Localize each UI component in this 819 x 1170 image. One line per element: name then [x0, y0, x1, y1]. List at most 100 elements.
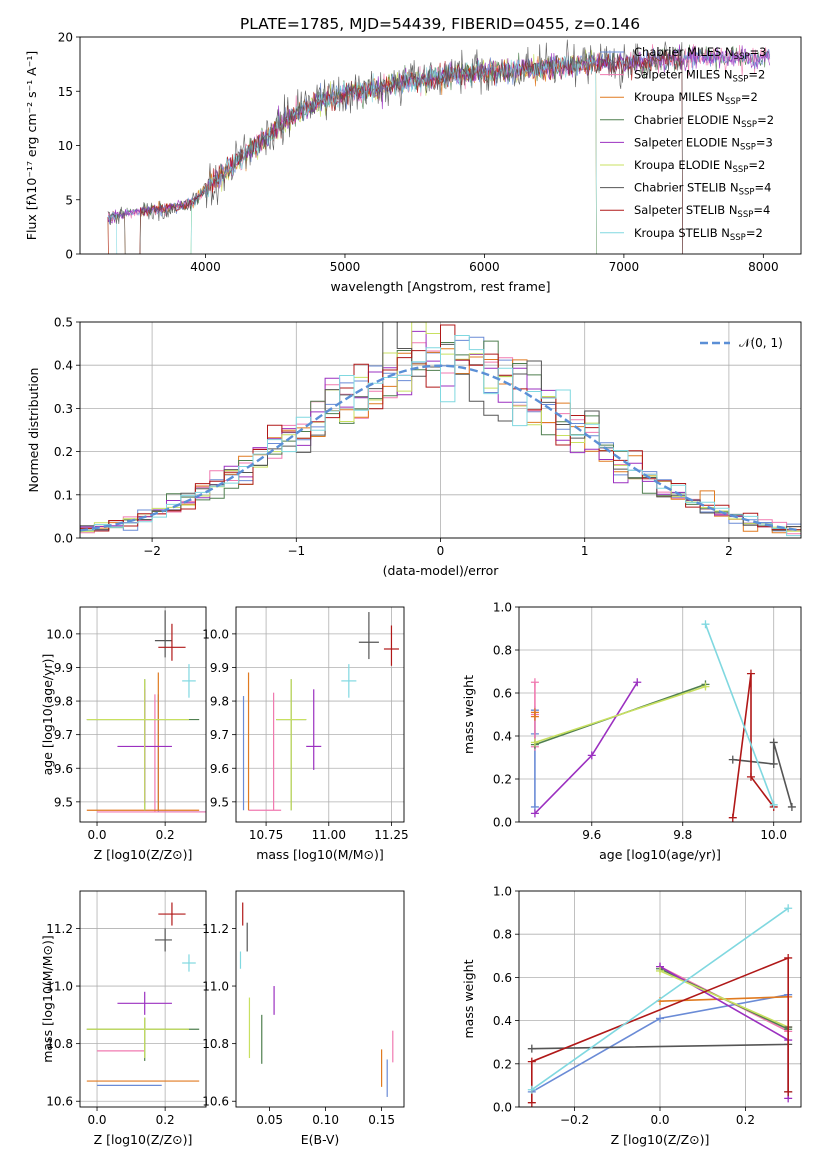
x-axis-label: wavelength [Angstrom, rest frame] — [330, 279, 550, 294]
y-tick-label: 0.5 — [54, 316, 73, 330]
mass-vs-extinction-panel: 0.05 0.10 0.15 10.6 10.8 11.0 11.2 E(B-V) — [202, 890, 405, 1147]
x-tick-label: −0.2 — [560, 1113, 589, 1127]
x-tick-label: 0.05 — [256, 1113, 283, 1127]
x-tick-label: 11.00 — [312, 828, 346, 842]
axes-box — [79, 890, 207, 1108]
data-point — [527, 1085, 536, 1094]
data-point — [530, 678, 539, 687]
series-kroupa-stelib — [701, 620, 778, 809]
y-tick-label: 0.8 — [493, 644, 512, 658]
legend-entry: Kroupa STELIB NSSP=2 — [634, 226, 763, 243]
x-axis-label: Z [log10(Z/Z⊙)] — [94, 1132, 193, 1147]
plot-area — [86, 902, 200, 1087]
y-tick-label: 9.9 — [54, 661, 73, 675]
series-line — [732, 673, 775, 818]
y-tick-label: 0.6 — [493, 687, 512, 701]
x-tick-label: 8000 — [748, 260, 779, 274]
legend-entry: Salpeter STELIB NSSP=4 — [634, 203, 770, 220]
y-tick-label: 0.1 — [54, 488, 73, 502]
axis-frame: −0.2 0.0 0.2 0.0 0.2 0.4 0.6 0.8 1.0 Z [log10(Z/Z… — [461, 885, 802, 1147]
legend-entry: Chabrier STELIB NSSP=4 — [634, 181, 771, 198]
data-point — [701, 620, 710, 629]
x-tick-label: 4000 — [190, 260, 221, 274]
data-point — [656, 966, 664, 975]
x-tick-label: 1 — [581, 544, 589, 558]
axis-frame: 0.0 0.2 9.5 9.6 9.7 9.8 9.9 10.0 Z [log10(Z/Z⊙)]… — [40, 606, 207, 862]
y-tick-label: 0.0 — [493, 1101, 512, 1115]
series-kroupa-elodie — [530, 682, 710, 747]
data-point — [530, 708, 539, 717]
y-axis-label: mass weight — [461, 675, 476, 754]
errorbar-salpeter-elodie — [117, 991, 172, 1015]
y-axis-label: mass [log10(M/M⊙)] — [40, 935, 55, 1063]
hist-legend: 𝒩(0, 1) — [700, 336, 783, 350]
legend-entry: Kroupa MILES NSSP=2 — [634, 90, 758, 107]
data-point — [784, 904, 793, 913]
series-kroupa-stelib — [527, 904, 793, 1094]
x-tick-label: 9.6 — [582, 828, 601, 842]
y-tick-label: 11.0 — [46, 980, 73, 994]
errorbar-kroupa-stelib — [182, 954, 196, 972]
x-axis-label: age [log10(age/yr)] — [599, 847, 721, 862]
series-line — [534, 681, 638, 814]
x-tick-label: 7000 — [609, 260, 640, 274]
y-tick-label: 0.0 — [54, 532, 73, 546]
x-tick-label: 2 — [725, 544, 733, 558]
data-point — [769, 800, 778, 809]
hist-step-kroupa-stelib — [80, 335, 801, 538]
plot-area — [107, 39, 771, 254]
x-tick-label: 0.2 — [156, 1113, 175, 1127]
errorbar-salpeter-stelib — [383, 625, 399, 666]
x-tick-label: 5000 — [330, 260, 361, 274]
y-tick-label: 0.2 — [493, 773, 512, 787]
age-vs-mass-panel: 10.75 11.00 11.25 9.5 9.6 9.7 9.8 9.9 10.0 mass [… — [202, 606, 409, 862]
y-tick-label: 0.0 — [493, 816, 512, 830]
errorbar-chabrier-stelib — [154, 610, 172, 658]
hist-step-salpeter-stelib — [80, 324, 801, 538]
errorbar-kroupa-stelib — [182, 664, 196, 698]
age-vs-metallicity-panel: 0.0 0.2 9.5 9.6 9.7 9.8 9.9 10.0 Z [log10(Z/Z⊙)]… — [40, 606, 207, 862]
series-line — [704, 623, 775, 806]
series-salpeter-elodie — [530, 678, 642, 818]
errorbar-chabrier-stelib — [358, 612, 379, 660]
axes-box — [235, 606, 405, 823]
x-tick-label: 0.0 — [650, 1113, 669, 1127]
legend-entry: Salpeter MILES NSSP=2 — [634, 68, 765, 85]
errorbar-chabrier-miles — [157, 694, 206, 813]
y-tick-label: 10.6 — [46, 1095, 73, 1109]
mass-weight-vs-age-panel: 9.6 9.8 10.0 0.0 0.2 0.4 0.6 0.8 1.0 age [log10(a… — [461, 601, 802, 862]
y-tick-label: 0.4 — [54, 359, 73, 373]
y-tick-label: 0 — [65, 248, 73, 262]
y-tick-label: 10.8 — [202, 1037, 229, 1051]
data-point — [746, 669, 755, 678]
data-point — [530, 809, 539, 818]
errorbar-salpeter-miles — [97, 694, 206, 813]
plot-area — [527, 904, 793, 1107]
y-tick-label: 15 — [58, 85, 73, 99]
y-tick-label: 0.2 — [54, 445, 73, 459]
y-tick-label: 0.6 — [493, 971, 512, 985]
y-tick-label: 9.7 — [210, 728, 229, 742]
y-tick-label: 10.6 — [202, 1095, 229, 1109]
x-axis-label: Z [log10(Z/Z⊙)] — [611, 1132, 710, 1147]
errorbar-chabrier-elodie — [86, 1017, 200, 1061]
errorbar-kroupa-stelib — [341, 664, 357, 698]
axis-frame: 0.0 0.2 10.6 10.8 11.0 11.2 Z [log10(Z/Z⊙)] mas… — [40, 890, 207, 1147]
data-point — [784, 953, 793, 962]
y-axis-label: age [log10(age/yr)] — [40, 654, 55, 776]
data-point — [787, 802, 796, 811]
y-axis-label: Normed distribution — [26, 368, 41, 493]
x-tick-label: −1 — [287, 544, 305, 558]
y-tick-label: 11.2 — [202, 922, 229, 936]
y-tick-label: 1.0 — [493, 885, 512, 899]
data-point — [728, 813, 737, 822]
y-axis-label: mass weight — [461, 959, 476, 1038]
spectrum-panel: 4000 5000 6000 7000 8000 0 5 10 15 20 wavelength [… — [24, 31, 802, 294]
legend-entry: Salpeter ELODIE NSSP=3 — [634, 135, 773, 152]
x-tick-label: 0.10 — [312, 1113, 339, 1127]
y-tick-label: 11.0 — [202, 980, 229, 994]
y-tick-label: 10.0 — [46, 627, 73, 641]
data-point — [527, 1057, 536, 1066]
y-tick-label: 0.8 — [493, 928, 512, 942]
